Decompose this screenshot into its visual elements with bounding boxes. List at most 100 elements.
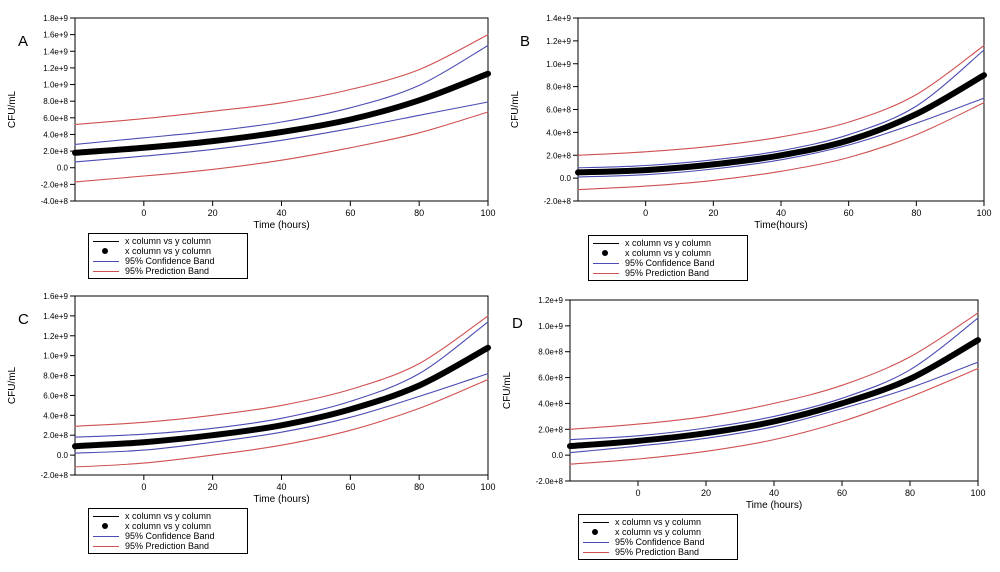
x-axis-label: Time (hours) <box>253 494 309 505</box>
y-tick-label: 1.2e+9 <box>43 64 68 73</box>
legend-label: x column vs y column <box>615 527 702 537</box>
y-tick-label: -2.0e+8 <box>544 197 572 206</box>
legend-item: 95% Prediction Band <box>93 266 243 276</box>
y-tick-label: 1.2e+9 <box>538 296 563 305</box>
legend-item: 95% Confidence Band <box>93 256 243 266</box>
panel-label: A <box>18 33 28 50</box>
y-tick-label: 1.0e+9 <box>546 60 571 69</box>
y-tick-label: -2.0e+8 <box>536 477 564 486</box>
legend-line-icon <box>593 268 619 278</box>
legend-label: 95% Prediction Band <box>125 266 210 276</box>
legend: x column vs y column x column vs y column… <box>88 233 248 279</box>
series-ci-upper <box>569 317 979 441</box>
x-tick-label: 20 <box>701 488 711 498</box>
y-tick-label: 6.0e+8 <box>43 114 68 123</box>
y-axis-label: CFU/mL <box>510 90 521 128</box>
legend-line-icon <box>93 256 119 266</box>
y-tick-label: 1.2e+9 <box>43 332 68 341</box>
x-tick-label: 100 <box>480 208 495 218</box>
y-tick-label: 2.0e+8 <box>43 147 68 156</box>
x-tick-label: 40 <box>276 208 286 218</box>
legend-line-icon <box>583 537 609 547</box>
series-fit <box>72 70 491 156</box>
y-tick-label: 1.2e+9 <box>546 37 571 46</box>
legend-label: 95% Prediction Band <box>615 547 700 557</box>
y-tick-label: 4.0e+8 <box>546 128 571 137</box>
y-tick-label: -2.0e+8 <box>41 180 69 189</box>
series-pi-upper <box>569 312 979 430</box>
legend-label: x column vs y column <box>125 246 212 256</box>
series-pi-lower <box>577 102 985 191</box>
legend-label: x column vs y column <box>625 248 712 258</box>
legend: x column vs y column x column vs y column… <box>578 514 738 560</box>
legend-label: x column vs y column <box>125 521 212 531</box>
y-tick-label: 0.0 <box>57 451 69 460</box>
legend-item: 95% Prediction Band <box>583 547 733 557</box>
legend-label: x column vs y column <box>125 236 212 246</box>
x-axis-label: Time(hours) <box>754 220 808 231</box>
legend-dot-icon <box>583 527 609 537</box>
plot-frame <box>74 17 489 202</box>
legend-item: 95% Confidence Band <box>93 531 243 541</box>
y-tick-label: 2.0e+8 <box>43 431 68 440</box>
y-tick-label: 4.0e+8 <box>538 399 563 408</box>
x-tick-label: 100 <box>970 488 985 498</box>
legend-dot-icon <box>93 246 119 256</box>
y-axis-label: CFU/mL <box>7 90 18 128</box>
legend-item: x column vs y column <box>93 236 243 246</box>
series-pi-lower <box>74 378 489 468</box>
x-tick-label: 20 <box>208 482 218 492</box>
series-pi-lower <box>74 111 489 183</box>
x-tick-label: 60 <box>844 208 854 218</box>
legend-item: 95% Prediction Band <box>93 541 243 551</box>
y-tick-label: 8.0e+8 <box>546 83 571 92</box>
x-tick-label: 20 <box>708 208 718 218</box>
panel-A: A -4.0e+8 -2.0e+8 0.0 2.0e+8 4.0e+8 6.0e+8 8.0e… <box>7 14 496 231</box>
series-ci-upper <box>577 49 985 169</box>
series-fit <box>575 72 987 176</box>
x-tick-label: 40 <box>776 208 786 218</box>
series-ci-lower <box>569 361 979 454</box>
y-tick-label: -2.0e+8 <box>41 471 69 480</box>
y-tick-label: 1.4e+9 <box>546 14 571 23</box>
x-tick-label: 80 <box>414 482 424 492</box>
x-tick-label: 60 <box>345 482 355 492</box>
legend-item: x column vs y column <box>583 517 733 527</box>
y-tick-label: 1.6e+9 <box>43 292 68 301</box>
legend-item: x column vs y column <box>593 238 743 248</box>
y-axis-label: CFU/mL <box>502 371 513 409</box>
legend-item: 95% Confidence Band <box>593 258 743 268</box>
x-tick-label: 100 <box>976 208 991 218</box>
x-tick-label: 20 <box>208 208 218 218</box>
legend-line-icon <box>93 541 119 551</box>
legend-line-icon <box>583 547 609 557</box>
panel-label: C <box>18 311 29 328</box>
legend: x column vs y column x column vs y column… <box>88 508 248 554</box>
y-tick-label: 8.0e+8 <box>43 372 68 381</box>
series-ci-lower <box>577 97 985 178</box>
series-ci-lower <box>74 101 489 163</box>
x-tick-label: 0 <box>643 208 648 218</box>
legend-dot-icon <box>93 521 119 531</box>
legend-item: x column vs y column <box>593 248 743 258</box>
legend-label: 95% Confidence Band <box>125 531 215 541</box>
y-tick-label: 1.0e+9 <box>538 322 563 331</box>
legend-line-icon <box>593 258 619 268</box>
x-tick-label: 80 <box>905 488 915 498</box>
legend-line-icon <box>93 531 119 541</box>
y-tick-label: 2.0e+8 <box>546 151 571 160</box>
panel-label: D <box>512 315 523 332</box>
y-tick-label: 6.0e+8 <box>43 391 68 400</box>
y-tick-label: 1.4e+9 <box>43 312 68 321</box>
y-tick-label: 2.0e+8 <box>538 425 563 434</box>
panel-C: C -2.0e+8 0.0 2.0e+8 4.0e+8 6.0e+8 8.0e+8 1.0e+… <box>7 292 496 505</box>
panel-D: D -2.0e+8 0.0 2.0e+8 4.0e+8 6.0e+8 8.0e+8 1.0e+… <box>502 296 986 511</box>
x-tick-label: 40 <box>769 488 779 498</box>
y-tick-label: 1.4e+9 <box>43 47 68 56</box>
legend-item: 95% Confidence Band <box>583 537 733 547</box>
panel-label: B <box>520 33 530 50</box>
legend-line-icon <box>93 511 119 521</box>
series-ci-upper <box>74 44 489 145</box>
plot-frame <box>569 299 979 482</box>
y-tick-label: 1.0e+9 <box>43 352 68 361</box>
